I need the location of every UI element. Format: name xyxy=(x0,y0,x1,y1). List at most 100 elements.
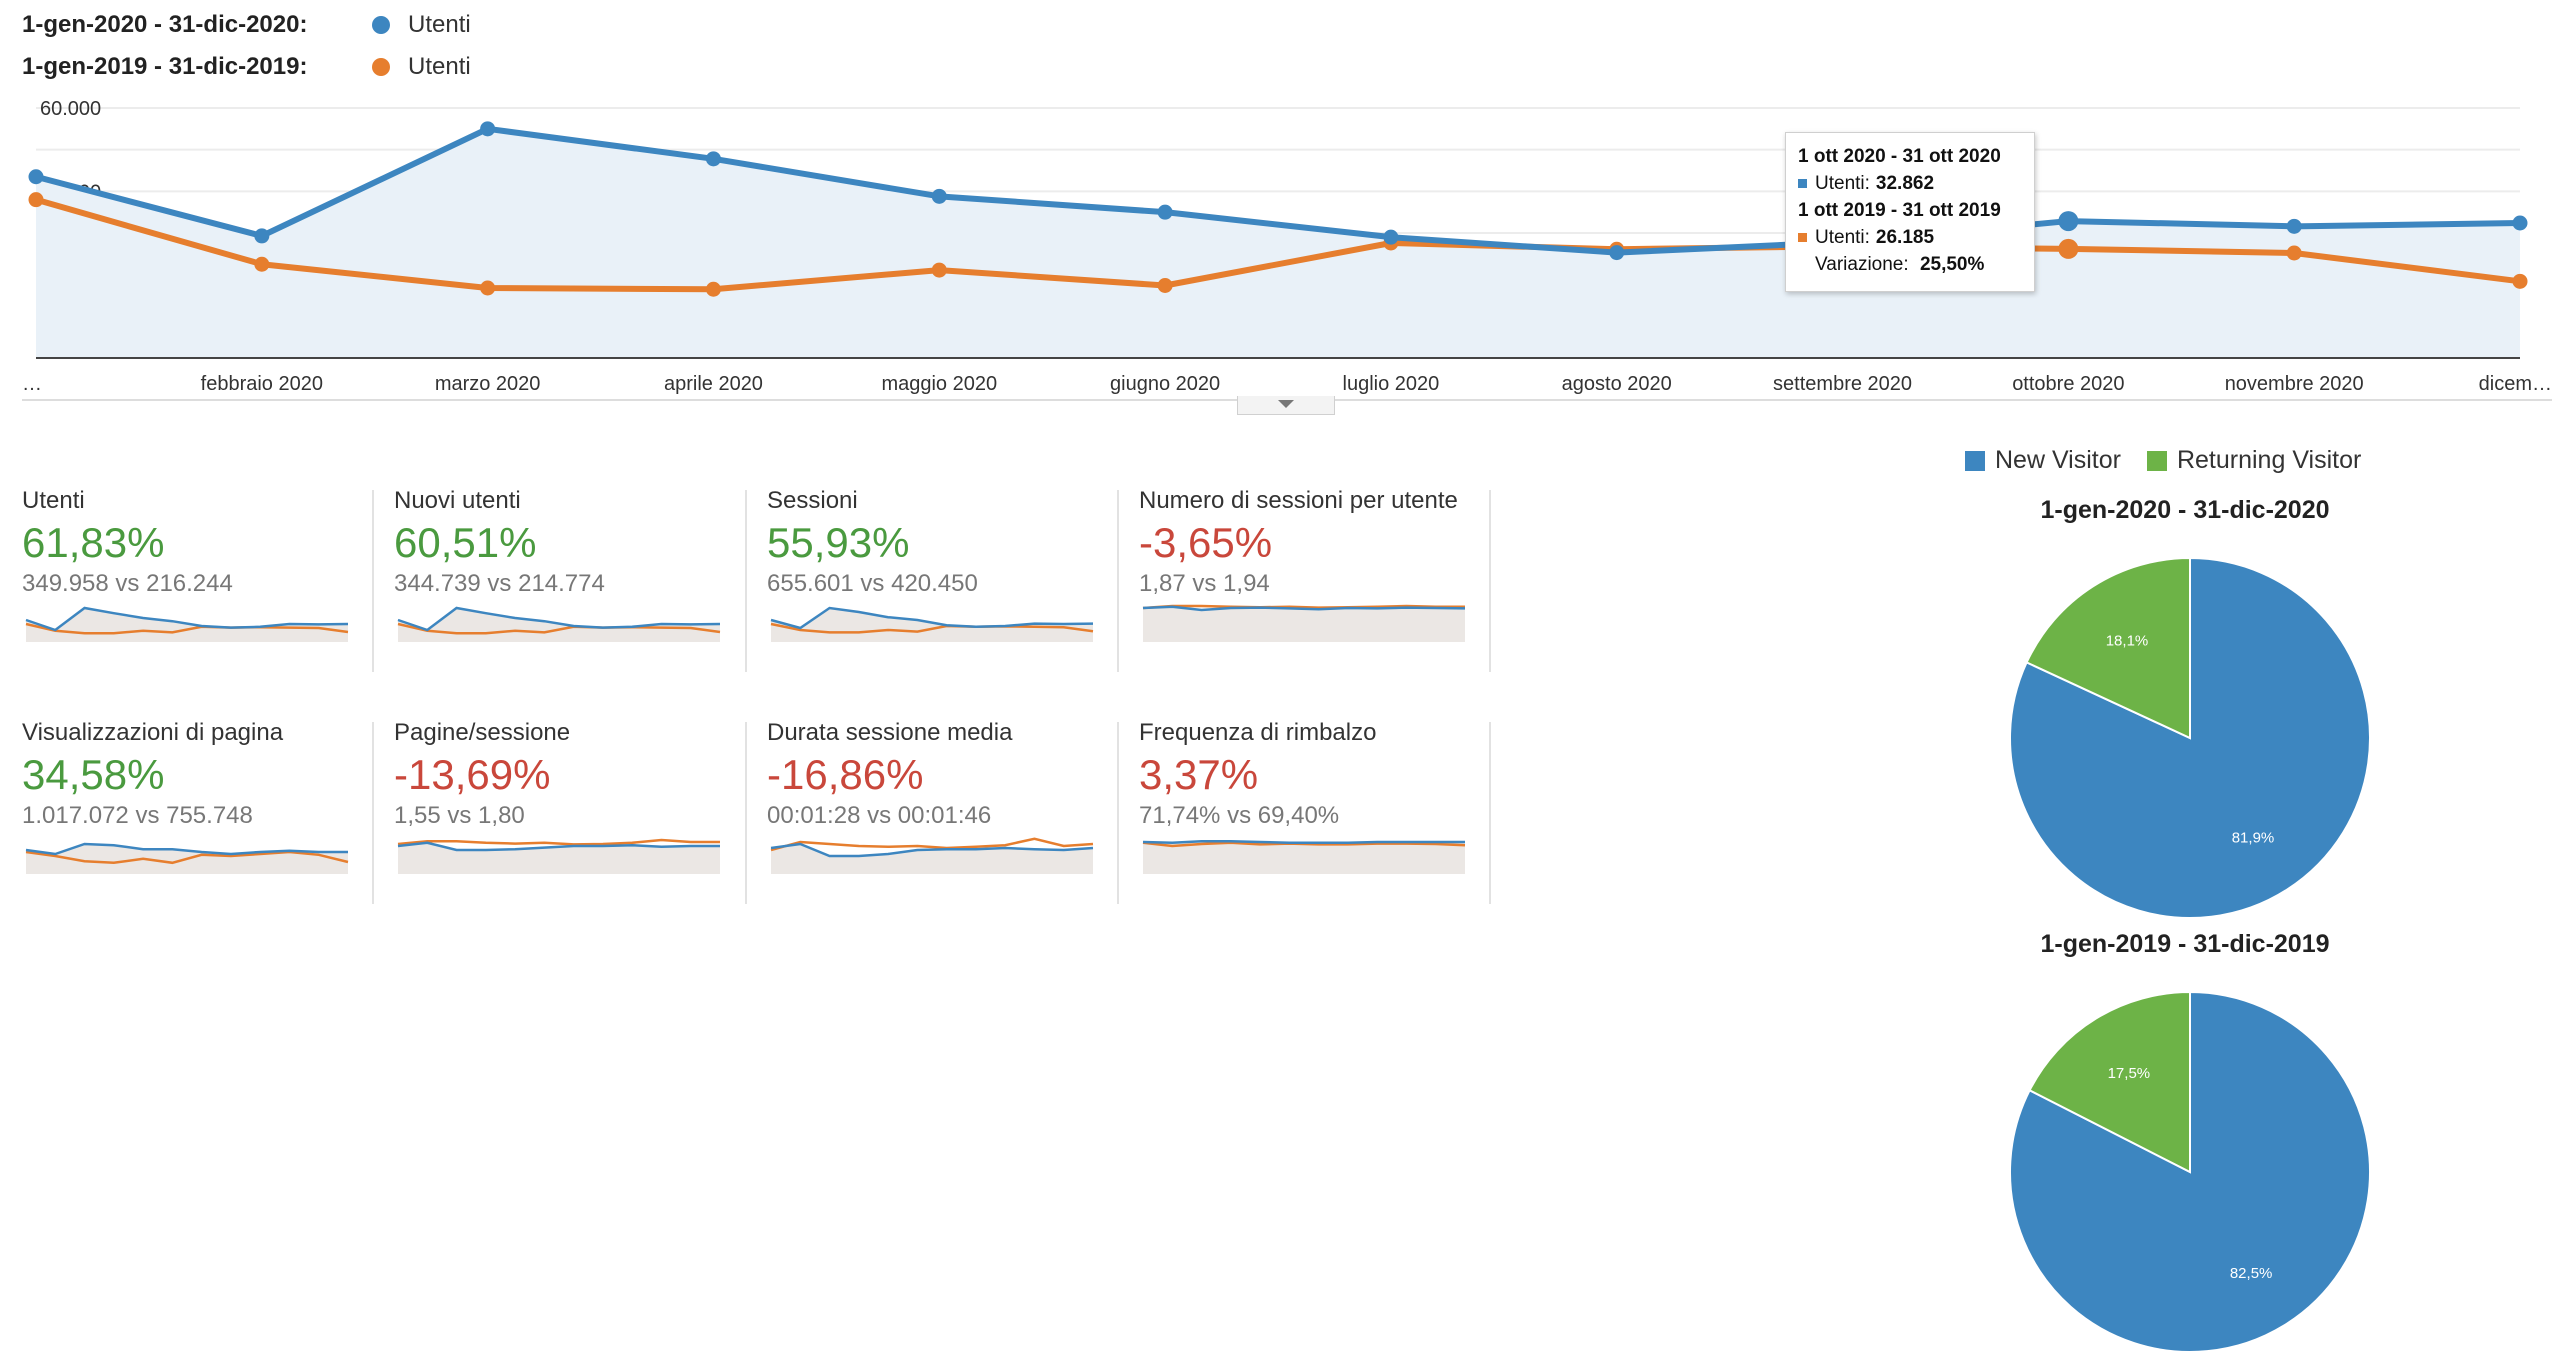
metric-bounce-rate[interactable]: Frequenza di rimbalzo 3,37% 71,74% vs 69… xyxy=(1139,718,1469,874)
pie-slice-label: 17,5% xyxy=(2108,1065,2151,1082)
point-2019-5[interactable] xyxy=(1157,278,1173,293)
point-2020-4[interactable] xyxy=(931,188,947,204)
sparkline-2020 xyxy=(1142,605,1466,612)
pie-slice-returning-visitor[interactable] xyxy=(2025,556,2191,740)
sparkline-2019 xyxy=(25,850,349,865)
x-tick-label: aprile 2020 xyxy=(664,373,763,395)
sparkline-2020 xyxy=(770,842,1094,858)
point-2019-3[interactable] xyxy=(705,281,721,297)
point-2020-10[interactable] xyxy=(2286,218,2302,234)
metric-divider xyxy=(1489,490,1491,672)
point-2020-1[interactable] xyxy=(254,228,270,244)
x-tick-label: ottobre 2020 xyxy=(2012,373,2124,395)
sparkline-2019 xyxy=(770,622,1094,634)
sparkline-2020 xyxy=(397,606,721,632)
metric-sessions-per-user[interactable]: Numero di sessioni per utente -3,65% 1,8… xyxy=(1139,486,1469,642)
point-2019-9[interactable] xyxy=(2058,238,2079,259)
legend-entry-2020[interactable]: 1-gen-2020 - 31-dic-2020: Utenti xyxy=(22,4,471,46)
sparkline-2020 xyxy=(25,842,348,856)
metric-avg-session-duration[interactable]: Durata sessione media -16,86% 00:01:28 v… xyxy=(767,718,1097,874)
sparkline-2020 xyxy=(397,841,720,852)
metric-compare: 655.601 vs 420.450 xyxy=(767,570,978,597)
point-2019-4[interactable] xyxy=(931,262,947,278)
legend-range: 1-gen-2019 - 31-dic-2019: xyxy=(22,53,308,80)
metric-change: 61,83% xyxy=(22,519,165,566)
point-2020-7[interactable] xyxy=(1609,245,1625,261)
point-2020-9[interactable] xyxy=(2058,211,2079,232)
sparkline-2019 xyxy=(1142,604,1465,610)
point-2020-5[interactable] xyxy=(1157,204,1173,220)
legend-dot-blue xyxy=(372,16,390,34)
legend-metric-name: Utenti xyxy=(408,53,471,80)
sparkline-area xyxy=(771,608,1093,642)
metric-compare: 1,55 vs 1,80 xyxy=(394,802,525,829)
pie-chart-2019[interactable]: 82,5% 17,5% xyxy=(2000,982,2380,1362)
pie-slice-returning-visitor[interactable] xyxy=(2028,990,2191,1174)
pie-title-2019: 1-gen-2019 - 31-dic-2019 xyxy=(2040,930,2330,958)
legend-metric-name: Utenti xyxy=(408,11,471,38)
point-2020-3[interactable] xyxy=(705,151,721,167)
sparkline-area xyxy=(1143,841,1465,874)
metric-change: -13,69% xyxy=(394,751,551,798)
metric-compare: 344.739 vs 214.774 xyxy=(394,570,605,597)
legend-range: 1-gen-2020 - 31-dic-2020: xyxy=(22,11,308,38)
x-tick-label: agosto 2020 xyxy=(1562,373,1672,395)
metric-label: Utenti xyxy=(22,487,85,514)
tooltip-variation-value: 25,50% xyxy=(1919,254,1985,275)
metric-divider xyxy=(745,490,747,672)
chart-legend: 1-gen-2020 - 31-dic-2020: Utenti 1-gen-2… xyxy=(22,4,471,88)
pie-legend-label: Returning Visitor xyxy=(2176,446,2362,474)
point-2019-11[interactable] xyxy=(2512,273,2528,289)
sparkline-2019 xyxy=(770,837,1094,852)
point-2019-10[interactable] xyxy=(2286,245,2302,261)
sparkline-2020 xyxy=(1142,839,1465,845)
metric-divider xyxy=(1117,490,1119,672)
sparkline-2020 xyxy=(770,606,1094,630)
metric-divider xyxy=(1489,722,1491,904)
chart-collapse-toggle[interactable] xyxy=(1237,396,1335,415)
tooltip-value-2019: Utenti: 26.185 xyxy=(1798,224,2022,251)
x-tick-label: maggio 2020 xyxy=(881,373,997,395)
metric-sparkline xyxy=(397,606,721,642)
y-tick-label: 60.000 xyxy=(40,98,101,120)
metric-sessions[interactable]: Sessioni 55,93% 655.601 vs 420.450 xyxy=(767,486,1097,642)
tooltip-value: 32.862 xyxy=(1875,173,1935,194)
metric-compare: 349.958 vs 216.244 xyxy=(22,570,233,597)
metric-divider xyxy=(745,722,747,904)
sparkline-area xyxy=(771,844,1093,874)
pie-title-2020: 1-gen-2020 - 31-dic-2020 xyxy=(2040,496,2330,524)
metric-pageviews[interactable]: Visualizzazioni di pagina 34,58% 1.017.0… xyxy=(22,718,352,874)
legend-entry-2019[interactable]: 1-gen-2019 - 31-dic-2019: Utenti xyxy=(22,46,471,88)
tooltip-variation-label: Variazione: xyxy=(1815,254,1909,275)
metric-change: 60,51% xyxy=(394,519,537,566)
pie-slice-label: 81,9% xyxy=(2232,830,2275,847)
tooltip-value-2020: Utenti: 32.862 xyxy=(1798,170,2022,197)
metric-new-users[interactable]: Nuovi utenti 60,51% 344.739 vs 214.774 xyxy=(394,486,724,642)
tooltip-range-2020: 1 ott 2020 - 31 ott 2020 xyxy=(1798,146,2001,167)
point-2020-6[interactable] xyxy=(1383,229,1399,245)
x-tick-label: settembre 2020 xyxy=(1773,373,1912,395)
pie-legend-new-visitor[interactable]: New Visitor xyxy=(1965,446,2121,475)
point-2020-2[interactable] xyxy=(480,121,496,137)
x-tick-label: marzo 2020 xyxy=(435,373,541,395)
metric-change: -16,86% xyxy=(767,751,924,798)
pie-slice-label: 82,5% xyxy=(2230,1265,2273,1282)
tooltip-swatch-orange xyxy=(1798,233,1807,242)
point-2019-2[interactable] xyxy=(480,280,496,296)
metric-compare: 1,87 vs 1,94 xyxy=(1139,570,1270,597)
point-2019-1[interactable] xyxy=(254,256,270,272)
metric-label: Sessioni xyxy=(767,487,858,514)
metric-compare: 71,74% vs 69,40% xyxy=(1139,802,1340,829)
pie-legend-returning-visitor[interactable]: Returning Visitor xyxy=(2146,446,2362,475)
pie-chart-2020[interactable]: 81,9% 18,1% xyxy=(2000,548,2380,928)
pie-slice-new-visitor[interactable] xyxy=(2009,556,2371,919)
point-2019-0[interactable] xyxy=(28,192,44,208)
metric-users[interactable]: Utenti 61,83% 349.958 vs 216.244 xyxy=(22,486,352,642)
metric-change: 34,58% xyxy=(22,751,165,798)
series-line-2019 xyxy=(35,196,2521,293)
metric-pages-per-session[interactable]: Pagine/sessione -13,69% 1,55 vs 1,80 xyxy=(394,718,724,874)
point-2020-11[interactable] xyxy=(2512,215,2528,231)
metric-sparkline xyxy=(1142,604,1466,642)
point-2020-0[interactable] xyxy=(28,169,44,185)
